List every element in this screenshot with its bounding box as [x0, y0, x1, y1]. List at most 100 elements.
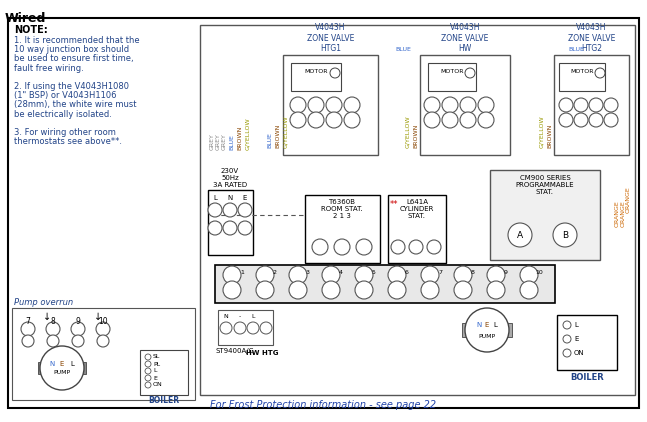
Text: ORANGE: ORANGE: [620, 200, 626, 227]
Text: MOTOR: MOTOR: [570, 69, 594, 74]
Bar: [462, 323, 470, 337]
Text: E: E: [153, 376, 157, 381]
Circle shape: [409, 240, 423, 254]
Text: NOTE:: NOTE:: [14, 25, 48, 35]
Circle shape: [145, 382, 151, 388]
Bar: [291, 63, 341, 91]
Bar: [388, 195, 446, 263]
Circle shape: [355, 281, 373, 299]
Circle shape: [487, 281, 505, 299]
Text: E: E: [485, 322, 489, 328]
Text: fault free wiring.: fault free wiring.: [14, 64, 83, 73]
Text: N: N: [476, 322, 481, 328]
Circle shape: [563, 321, 571, 329]
Circle shape: [465, 68, 475, 78]
Text: N: N: [49, 361, 54, 367]
Text: (1" BSP) or V4043H1106: (1" BSP) or V4043H1106: [14, 91, 116, 100]
Circle shape: [46, 322, 60, 336]
Circle shape: [96, 322, 110, 336]
Text: E: E: [60, 361, 64, 367]
Circle shape: [344, 112, 360, 128]
Circle shape: [21, 322, 35, 336]
Circle shape: [344, 97, 360, 113]
Circle shape: [290, 112, 306, 128]
Circle shape: [71, 322, 85, 336]
Circle shape: [308, 97, 324, 113]
Text: 9: 9: [504, 270, 508, 275]
Circle shape: [208, 221, 222, 235]
Circle shape: [334, 239, 350, 255]
Text: -: -: [239, 314, 241, 319]
Circle shape: [145, 368, 151, 374]
Circle shape: [487, 266, 505, 284]
Bar: [200, 25, 635, 395]
Circle shape: [442, 112, 458, 128]
Bar: [428, 63, 476, 91]
Text: be used to ensure first time,: be used to ensure first time,: [14, 54, 134, 63]
Circle shape: [427, 240, 441, 254]
Circle shape: [330, 68, 340, 78]
Circle shape: [223, 266, 241, 284]
Text: 9: 9: [76, 317, 80, 326]
Text: MOTOR: MOTOR: [304, 69, 328, 74]
Text: N: N: [224, 314, 228, 319]
Text: L: L: [493, 322, 497, 328]
Bar: [557, 315, 617, 370]
Text: 3: 3: [306, 270, 310, 275]
Text: L: L: [213, 195, 217, 201]
Text: GREY: GREY: [210, 133, 215, 150]
Text: E: E: [574, 336, 578, 342]
Bar: [140, 350, 188, 395]
Text: thermostats see above**.: thermostats see above**.: [14, 137, 122, 146]
Text: V4043H
ZONE VALVE
HTG2: V4043H ZONE VALVE HTG2: [568, 23, 615, 53]
Text: Wired: Wired: [5, 12, 47, 25]
Text: V4043H
ZONE VALVE
HTG1: V4043H ZONE VALVE HTG1: [307, 23, 354, 53]
Bar: [420, 55, 510, 155]
Text: BROWN: BROWN: [237, 126, 243, 150]
Circle shape: [145, 354, 151, 360]
Circle shape: [574, 98, 588, 112]
Text: ST9400A/C: ST9400A/C: [216, 348, 254, 354]
Circle shape: [322, 266, 340, 284]
Circle shape: [326, 97, 342, 113]
Text: 5: 5: [372, 270, 376, 275]
Text: BOILER: BOILER: [148, 396, 180, 405]
Bar: [554, 55, 629, 155]
Circle shape: [22, 335, 34, 347]
Bar: [78, 362, 86, 374]
Text: GREY: GREY: [221, 133, 226, 150]
Circle shape: [47, 335, 59, 347]
Text: L: L: [251, 314, 255, 319]
Text: L: L: [153, 368, 157, 373]
Text: BROWN: BROWN: [276, 124, 281, 148]
Circle shape: [595, 68, 605, 78]
Bar: [559, 63, 605, 91]
Text: 10: 10: [535, 270, 543, 275]
Text: 2. If using the V4043H1080: 2. If using the V4043H1080: [14, 82, 129, 91]
Text: 7: 7: [438, 270, 442, 275]
Text: G/YELLOW: G/YELLOW: [406, 115, 410, 148]
Circle shape: [220, 322, 232, 334]
Circle shape: [589, 98, 603, 112]
Bar: [208, 190, 253, 255]
Circle shape: [260, 322, 272, 334]
Circle shape: [442, 97, 458, 113]
Circle shape: [460, 97, 476, 113]
Circle shape: [559, 98, 573, 112]
Bar: [504, 323, 512, 337]
Circle shape: [421, 266, 439, 284]
Circle shape: [322, 281, 340, 299]
Circle shape: [308, 112, 324, 128]
Circle shape: [559, 113, 573, 127]
Circle shape: [256, 266, 274, 284]
Text: Pump overrun: Pump overrun: [14, 298, 73, 307]
Text: N: N: [227, 195, 233, 201]
Text: 7: 7: [26, 317, 30, 326]
Circle shape: [563, 335, 571, 343]
Text: BOILER: BOILER: [570, 373, 604, 382]
Text: G/YELLOW: G/YELLOW: [283, 115, 289, 148]
Circle shape: [247, 322, 259, 334]
Circle shape: [355, 266, 373, 284]
Text: be electrically isolated.: be electrically isolated.: [14, 110, 112, 119]
Text: L641A
CYLINDER
STAT.: L641A CYLINDER STAT.: [400, 199, 434, 219]
